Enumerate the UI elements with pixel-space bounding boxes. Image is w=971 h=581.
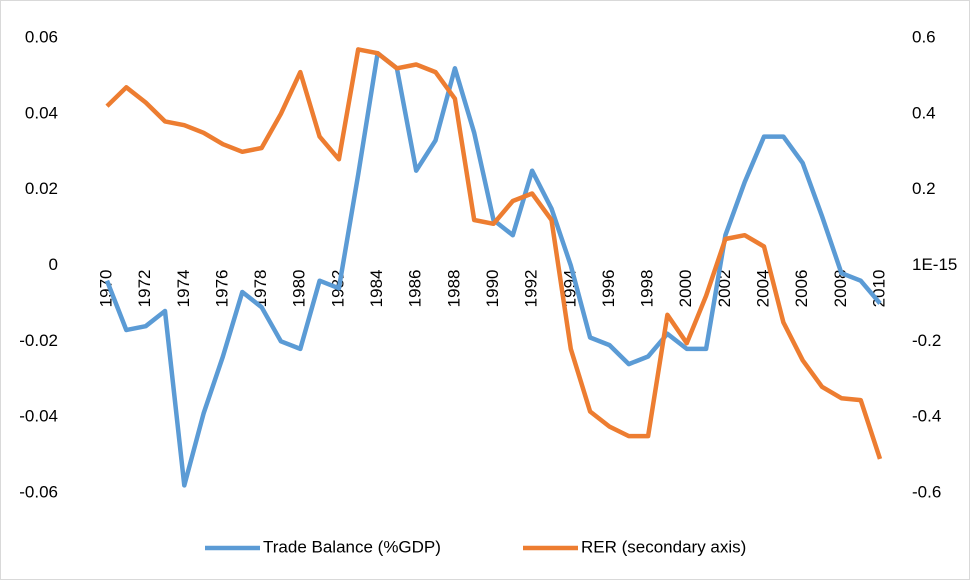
series-line [105,47,883,460]
x-tick-label: 2004 [754,270,773,308]
series-line [104,50,882,488]
x-tick-label: 1974 [174,270,193,308]
x-tick-label: 1990 [483,270,502,308]
y-tick-label: 0.06 [25,27,58,46]
y-tick-label: 0.04 [25,103,58,122]
x-tick-label: 1980 [290,270,309,308]
y-tick-label: -0.06 [19,482,58,501]
x-tick-label: 1970 [96,270,115,308]
y-tick-label: -0.04 [19,407,58,426]
y2-tick-label: 0.4 [912,103,936,122]
x-tick-label: 2008 [831,270,850,308]
y2-tick-label: 0.6 [912,27,936,46]
y-tick-label: 0 [49,255,58,274]
y2-tick-label: -0.2 [912,331,941,350]
legend-label: RER (secondary axis) [581,537,746,556]
x-tick-label: 2000 [676,270,695,308]
y-tick-label: -0.02 [19,331,58,350]
x-tick-label: 1996 [599,270,618,308]
y-tick-label: 0.02 [25,179,58,198]
x-tick-label: 1998 [638,270,657,308]
y2-tick-label: -0.6 [912,482,941,501]
y2-tick-label: 1E-15 [912,255,957,274]
x-tick-label: 1972 [135,270,154,308]
x-tick-label: 1992 [522,270,541,308]
y2-tick-label: -0.4 [912,407,941,426]
x-tick-label: 1986 [406,270,425,308]
x-tick-label: 1976 [212,270,231,308]
legend-label: Trade Balance (%GDP) [263,537,441,556]
x-tick-label: 2006 [792,270,811,308]
x-tick-label: 1988 [444,270,463,308]
x-tick-label: 1978 [251,270,270,308]
y2-tick-label: 0.2 [912,179,936,198]
x-tick-label: 1984 [367,270,386,308]
